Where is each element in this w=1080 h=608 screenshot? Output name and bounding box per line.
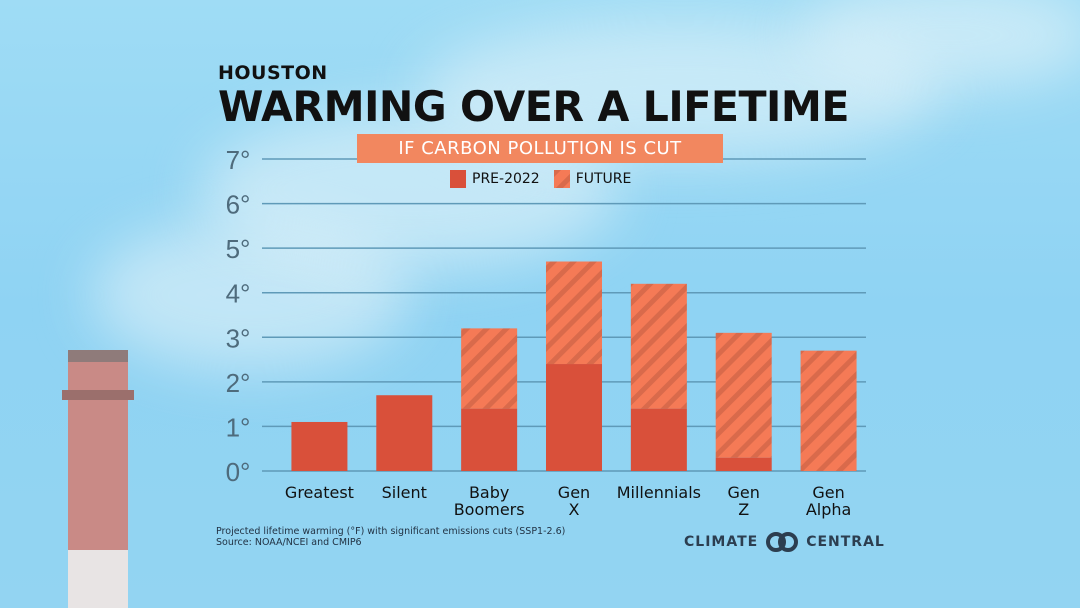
bar-pre-2022	[546, 364, 602, 471]
x-tick-label: Z	[738, 500, 749, 519]
bar-future	[546, 261, 602, 365]
x-tick-label: Boomers	[454, 500, 525, 519]
logo-text-left: CLIMATE	[684, 534, 759, 550]
x-tick-label: Baby	[469, 483, 509, 502]
x-tick-label: Silent	[382, 483, 427, 502]
bar-future	[630, 283, 687, 409]
y-tick-label: 2°	[226, 368, 251, 398]
bar-pre-2022	[291, 421, 348, 471]
y-tick-label: 4°	[226, 279, 251, 309]
legend-label-pre: PRE-2022	[472, 171, 540, 187]
x-tick-label: Gen	[558, 483, 590, 502]
y-tick-label: 0°	[226, 457, 251, 487]
y-tick-label: 7°	[226, 145, 251, 175]
chart-title: WARMING OVER A LIFETIME	[218, 82, 849, 131]
bar-pre-2022	[715, 457, 772, 471]
legend-item-pre: PRE-2022	[450, 170, 540, 188]
logo-text-right: CENTRAL	[806, 534, 885, 550]
x-tick-label: Gen	[812, 483, 844, 502]
y-tick-label: 6°	[226, 190, 251, 220]
legend: PRE-2022 FUTURE	[450, 170, 631, 188]
footnote-source: Source: NOAA/NCEI and CMIP6	[216, 537, 362, 548]
y-tick-label: 3°	[226, 323, 251, 353]
logo-rings-icon	[766, 532, 799, 552]
chimney-image	[62, 350, 134, 608]
legend-swatch-pre	[450, 170, 466, 188]
climate-central-logo: CLIMATE CENTRAL	[684, 531, 885, 553]
y-tick-label: 1°	[226, 412, 251, 442]
smoke	[800, 0, 1080, 90]
x-tick-label: Greatest	[285, 483, 354, 502]
bar-future	[715, 332, 772, 458]
legend-item-future: FUTURE	[553, 170, 632, 188]
subtitle-banner: IF CARBON POLLUTION IS CUT	[357, 134, 723, 163]
bar-pre-2022	[376, 395, 433, 471]
legend-swatch-future	[553, 170, 570, 188]
y-tick-label: 5°	[226, 234, 251, 264]
bar-pre-2022	[461, 408, 518, 471]
footnote: Projected lifetime warming (°F) with sig…	[216, 526, 565, 548]
legend-label-future: FUTURE	[575, 171, 632, 187]
footnote-note: Projected lifetime warming (°F) with sig…	[216, 526, 566, 537]
bar-pre-2022	[630, 408, 687, 471]
city-label: HOUSTON	[218, 62, 328, 84]
x-tick-label: Gen	[728, 483, 760, 502]
x-tick-label: X	[569, 500, 580, 519]
x-tick-label: Alpha	[806, 500, 852, 519]
x-tick-label: Millennials	[617, 483, 701, 502]
bar-future	[461, 328, 518, 409]
title-block: HOUSTON WARMING OVER A LIFETIME	[218, 62, 862, 131]
bar-future	[800, 350, 857, 471]
